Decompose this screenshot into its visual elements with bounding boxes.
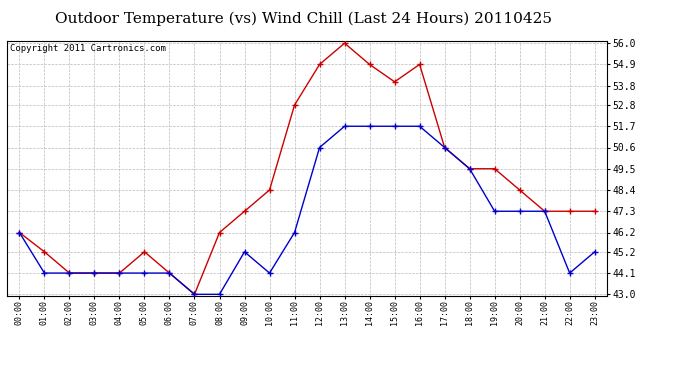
Text: Copyright 2011 Cartronics.com: Copyright 2011 Cartronics.com [10,44,166,53]
Text: Outdoor Temperature (vs) Wind Chill (Last 24 Hours) 20110425: Outdoor Temperature (vs) Wind Chill (Las… [55,11,552,26]
